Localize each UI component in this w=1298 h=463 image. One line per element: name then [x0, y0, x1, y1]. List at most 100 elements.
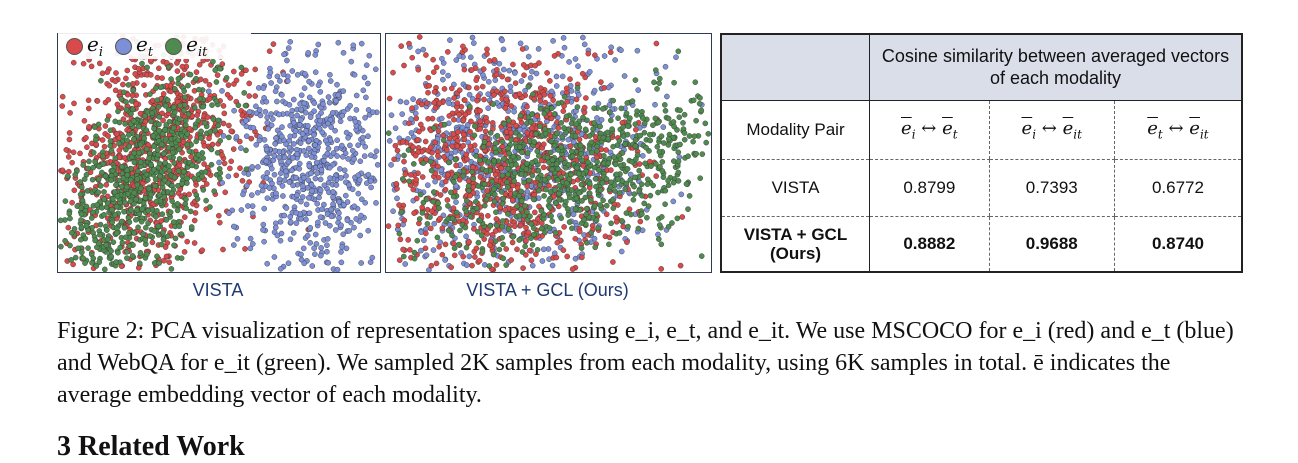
scatter-point [365, 107, 372, 113]
scatter-point [220, 133, 227, 139]
scatter-point [287, 236, 294, 243]
scatter-point [470, 184, 476, 190]
scatter-point [413, 195, 420, 202]
scatter-point [358, 260, 365, 266]
scatter-point [196, 61, 203, 68]
scatter-point [510, 61, 516, 68]
scatter-point [230, 68, 237, 75]
scatter-point [456, 87, 463, 94]
scatter-point [268, 165, 275, 172]
scatter-point [442, 241, 449, 248]
scatter-point [579, 198, 585, 204]
scatter-point [337, 118, 344, 125]
scatter-point [137, 185, 144, 192]
scatter-point [544, 70, 550, 76]
scatter-point [500, 255, 507, 262]
scatter-point [654, 86, 660, 92]
scatter-point [92, 124, 98, 130]
scatter-point [81, 176, 88, 182]
scatter-point [186, 148, 193, 154]
scatter-point [183, 117, 189, 124]
legend-subscript: t [147, 45, 154, 60]
scatter-point [326, 99, 333, 106]
scatter-point [499, 234, 505, 241]
scatter-point [635, 87, 641, 93]
scatter-point [637, 132, 643, 139]
scatter-point [264, 114, 270, 121]
scatter-point [468, 118, 474, 125]
panel-label-vista-gcl: VISTA + GCL (Ours) [466, 280, 629, 300]
table-header: Cosine similarity between averaged vecto… [869, 34, 1242, 101]
scatter-point [465, 122, 471, 128]
scatter-point [208, 146, 215, 153]
scatter-point [221, 160, 228, 167]
scatter-point [442, 186, 449, 193]
scatter-point [503, 246, 509, 252]
cell-value: 0.6772 [1113, 159, 1242, 217]
scatter-point [505, 171, 511, 178]
scatter-point [547, 78, 553, 84]
scatter-point [643, 144, 649, 151]
scatter-point [446, 135, 453, 142]
scatter-point [153, 85, 159, 91]
scatter-point [256, 137, 263, 144]
scatter-point [439, 225, 446, 232]
scatter-point [665, 177, 671, 184]
scatter-point [336, 199, 342, 205]
scatter-point [654, 144, 661, 150]
scatter-point [201, 161, 207, 167]
scatter-point [656, 80, 662, 87]
scatter-point [395, 153, 402, 159]
scatter-point [164, 233, 171, 240]
scatter-point [553, 83, 560, 89]
scatter-point [540, 141, 547, 148]
scatter-point [70, 59, 77, 66]
scatter-point [178, 231, 185, 237]
scatter-point [547, 93, 554, 99]
scatter-point [336, 215, 342, 221]
scatter-point [112, 212, 118, 218]
scatter-point [120, 133, 126, 140]
scatter-point [423, 196, 430, 203]
scatter-point [445, 203, 451, 209]
scatter-point [340, 49, 347, 56]
scatter-point [661, 102, 668, 108]
scatter-point [541, 193, 547, 199]
scatter-point [165, 97, 171, 103]
scatter-point [428, 262, 435, 269]
scatter-point [283, 205, 290, 211]
scatter-point [308, 154, 315, 160]
scatter-point [575, 63, 581, 69]
scatter-point [471, 226, 477, 232]
scatter-point [59, 93, 66, 100]
scatter-point [188, 224, 195, 230]
scatter-point [202, 78, 209, 84]
scatter-point [112, 155, 119, 161]
scatter-point [670, 198, 677, 205]
scatter-point [553, 73, 560, 80]
scatter-point [94, 98, 101, 104]
scatter-point [414, 136, 421, 143]
scatter-point [671, 79, 677, 86]
scatter-point [547, 149, 554, 156]
scatter-point [82, 260, 88, 266]
scatter-point [272, 224, 279, 231]
scatter-point [217, 175, 223, 182]
scatter-point [317, 176, 324, 183]
scatter-point [519, 249, 526, 255]
scatter-point [156, 114, 162, 120]
scatter-point [656, 149, 663, 155]
scatter-point [214, 72, 221, 78]
scatter-point [489, 231, 496, 238]
cell-value: 0.8799 [869, 159, 990, 217]
scatter-point [414, 237, 421, 244]
scatter-point [349, 186, 356, 193]
scatter-point [632, 121, 639, 127]
scatter-point [552, 229, 559, 236]
scatter-point [260, 221, 267, 228]
scatter-point [627, 177, 634, 183]
scatter-point [644, 214, 650, 221]
scatter-point [581, 41, 588, 48]
scatter-point [147, 233, 153, 239]
scatter-point [452, 156, 459, 163]
